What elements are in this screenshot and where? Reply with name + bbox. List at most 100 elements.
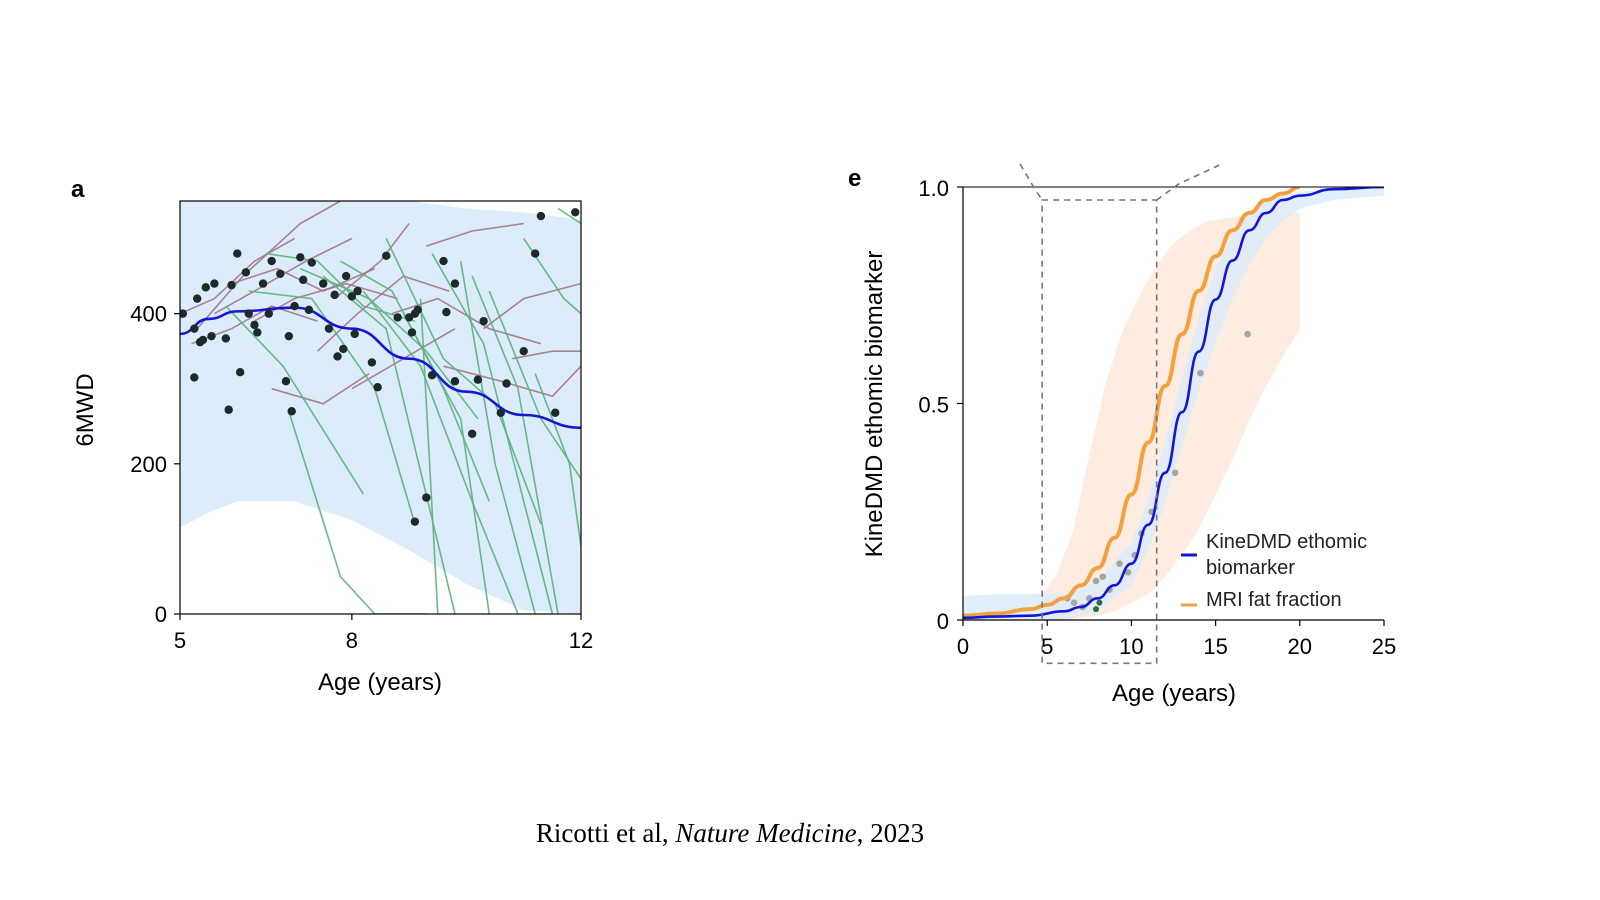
panel-a-point-17	[253, 328, 262, 337]
panel-a-point-33	[333, 352, 342, 361]
panel-e-plot-area: 0 5 10 15 20 25 0 0.5 1.0	[918, 163, 1396, 665]
panel-e-x-tick-label-0: 0	[957, 634, 969, 659]
panel-a-point-44	[407, 328, 417, 337]
panel-a-data-layer	[180, 201, 581, 614]
mauve-trajectory-7	[271, 373, 370, 405]
mauve-trajectory-12	[426, 222, 524, 247]
panel-a-y-tick-label-2: 400	[130, 302, 167, 327]
panel-e-green-point-1	[1096, 599, 1103, 606]
panel-a-point-60	[530, 249, 540, 258]
panel-a-point-57	[496, 408, 505, 417]
panel-a-point-52	[450, 279, 460, 288]
panel-a-point-6	[207, 331, 216, 341]
panel-e-mri-fat-fraction-line	[963, 187, 1300, 618]
green-trajectory-12	[523, 238, 581, 315]
panel-a-point-39	[367, 358, 377, 367]
panel-a-point-50	[439, 256, 448, 266]
panel-a-point-58	[502, 379, 511, 388]
panel-a-point-35	[341, 271, 351, 281]
panel-a-point-40	[373, 383, 382, 392]
panel-e-green-point-0	[1093, 606, 1100, 613]
citation: Ricotti et al, Nature Medicine, 2023	[0, 818, 1460, 849]
legend-label-kinedmd-line2: biomarker	[1206, 557, 1295, 579]
panel-a-point-24	[287, 407, 296, 416]
panel-a-point-12	[233, 249, 242, 258]
panel-a-point-31	[324, 324, 334, 333]
mauve-trajectory-10	[483, 282, 581, 330]
panel-e-orange-band	[1038, 213, 1300, 620]
panel-e-y-tick-label-2: 1.0	[918, 176, 949, 201]
panel-a-point-62	[551, 408, 560, 417]
panel-a-point-47	[413, 305, 422, 315]
panel-a-y-tick-label-0: 0	[155, 602, 167, 627]
panel-e-zoom-connector-left	[1019, 163, 1043, 201]
green-trajectory-5	[385, 238, 542, 525]
panel-a-point-51	[442, 307, 451, 317]
panel-a-x-tick-label-0: 5	[174, 628, 186, 653]
panel-a-point-38	[353, 286, 362, 296]
panel-a-point-4	[198, 335, 208, 345]
panel-a-point-54	[467, 429, 477, 438]
panel-e-x-axis-title: Age (years)	[1112, 680, 1236, 707]
panel-a-point-30	[319, 279, 328, 288]
panel-a-point-34	[339, 344, 348, 354]
panel-a-point-61	[536, 211, 546, 221]
citation-year: , 2023	[856, 818, 925, 848]
green-trajectory-7	[471, 275, 559, 614]
panel-a-x-axis-title: Age (years)	[318, 669, 442, 696]
panel-e-grey-point-8	[1124, 569, 1132, 576]
panel-a-point-2	[192, 294, 202, 303]
panel-a-point-37	[350, 329, 359, 339]
green-trajectory-16	[419, 298, 439, 614]
green-trajectory-0	[225, 305, 364, 495]
panel-a-point-28	[304, 305, 314, 315]
panel-a-plot-area: 5 8 12 0 200 400	[130, 200, 593, 653]
panel-a-point-9	[221, 334, 231, 343]
mauve-trajectory-6	[391, 297, 542, 345]
panel-a-point-1	[190, 324, 199, 333]
panel-a-point-25	[290, 301, 299, 311]
panel-e-zoom-connector-right	[1156, 163, 1222, 201]
panel-e-grey-point-7	[1116, 560, 1123, 568]
panel-a-point-53	[450, 377, 460, 386]
panel-a-point-26	[296, 253, 305, 262]
legend-label-mri: MRI fat fraction	[1206, 589, 1342, 611]
green-trajectory-1	[248, 290, 416, 525]
panel-a-point-14	[241, 268, 251, 277]
mauve-trajectory-5	[316, 275, 450, 352]
panel-a-point-22	[281, 377, 291, 386]
panel-e-x-tick-label-1: 5	[1041, 634, 1053, 659]
panel-e-x-tick-label-4: 20	[1288, 634, 1312, 659]
green-trajectory-10	[299, 267, 479, 420]
mauve-trajectory-13	[512, 350, 581, 360]
panel-a-point-5	[201, 283, 210, 292]
panel-a-y-tick-label-1: 200	[130, 452, 167, 477]
panel-a-point-36	[347, 292, 357, 301]
panel-a-frame	[179, 200, 582, 615]
panel-a-point-42	[393, 313, 402, 322]
mauve-trajectory-8	[443, 365, 581, 398]
panel-e-x-tick-label-3: 15	[1203, 634, 1227, 659]
panel-e-grey-point-13	[1197, 369, 1204, 377]
panel-a-point-11	[227, 280, 236, 290]
panel-a-point-20	[267, 256, 276, 266]
panel-a-point-0	[180, 309, 188, 318]
panel-e-y-tick-label-1: 0.5	[918, 393, 949, 418]
panel-a-x-tick-label-2: 12	[569, 628, 593, 653]
mauve-trajectory-14	[334, 223, 410, 300]
panel-a-y-axis-title: 6MWD	[72, 373, 99, 446]
panel-a-point-41	[382, 251, 391, 261]
panel-a-x-tick-label-1: 8	[346, 628, 358, 653]
panel-a-point-21	[276, 269, 285, 279]
panel-e-y-tick-label-0: 0	[937, 609, 949, 634]
mauve-trajectory-0	[196, 201, 341, 330]
panel-a-point-55	[473, 375, 483, 384]
citation-authors: Ricotti et al,	[535, 818, 669, 848]
citation-journal: Nature Medicine	[675, 818, 857, 848]
panel-e-grey-point-12	[1171, 469, 1179, 477]
panel-a: a 5 8 12 0 200 400 Age (years) 6MWD	[71, 176, 593, 696]
green-trajectory-4	[362, 290, 519, 614]
green-trajectory-9	[459, 260, 536, 614]
panel-e-grey-point-5	[1099, 573, 1107, 580]
